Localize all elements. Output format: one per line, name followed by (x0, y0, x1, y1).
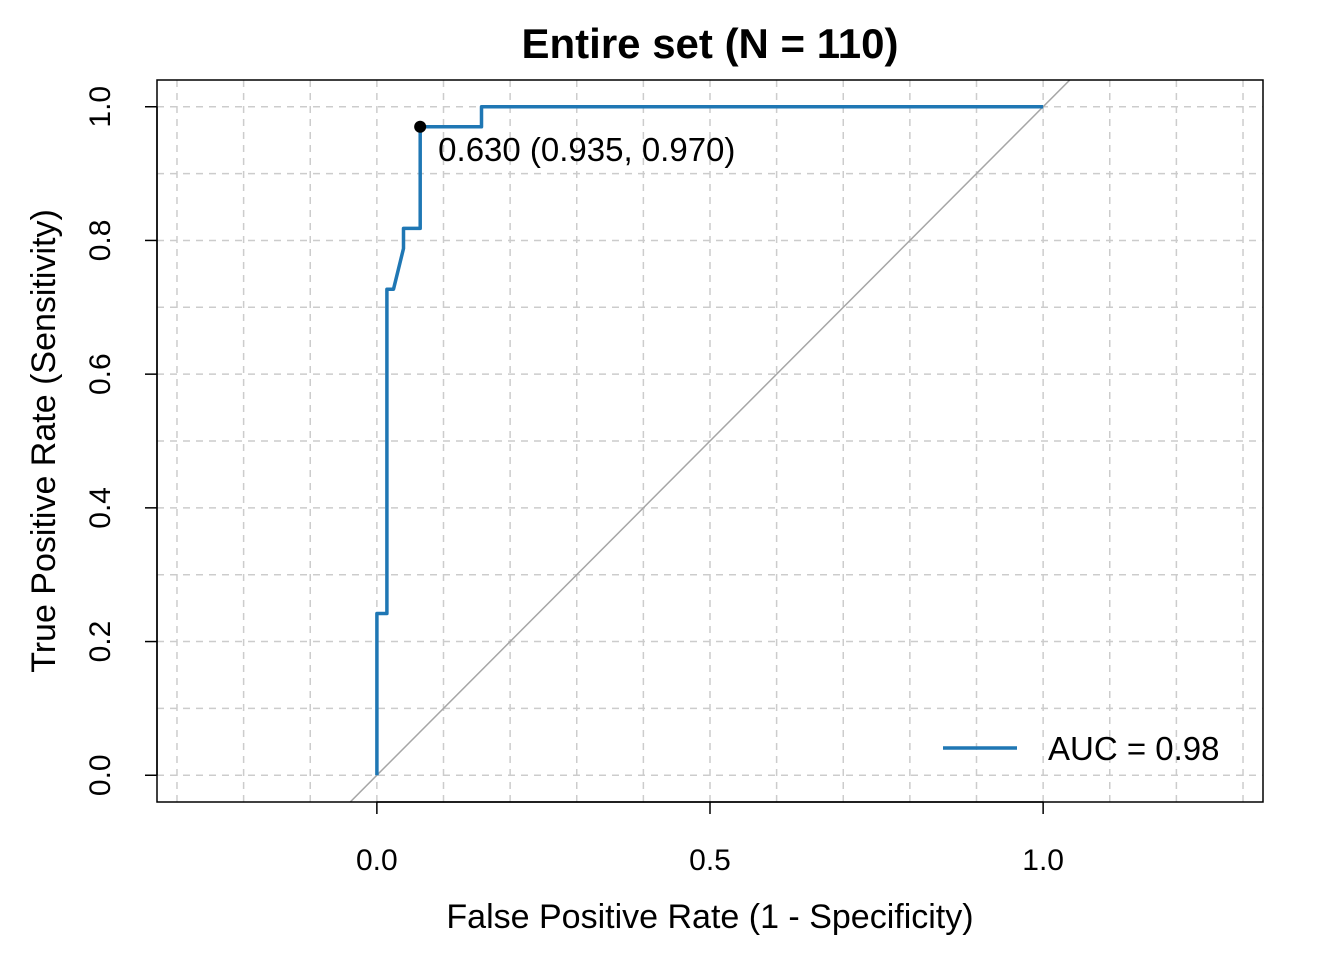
y-axis-label: True Positive Rate (Sensitivity) (25, 209, 63, 673)
x-tick-label: 0.5 (689, 844, 731, 877)
y-tick-label: 0.6 (84, 353, 117, 395)
chart-title: Entire set (N = 110) (522, 20, 899, 67)
legend-label: AUC = 0.98 (1048, 730, 1220, 767)
x-axis-label: False Positive Rate (1 - Specificity) (446, 898, 973, 936)
y-tick-label: 1.0 (84, 86, 117, 128)
y-tick-label: 0.8 (84, 220, 117, 262)
x-axis: 0.0 0.5 1.0 (356, 801, 1064, 877)
y-axis: 0.0 0.2 0.4 0.6 0.8 1.0 (84, 86, 158, 796)
y-tick-label: 0.2 (84, 621, 117, 663)
x-tick-label: 1.0 (1022, 844, 1064, 877)
roc-curve-line (375, 104, 1044, 776)
reference-line-group (349, 80, 1071, 802)
grid (157, 80, 1263, 802)
series-group (375, 104, 1044, 776)
legend: AUC = 0.98 (943, 730, 1220, 767)
reference-diagonal-line (349, 80, 1071, 802)
optimal-point-group: 0.630 (0.935, 0.970) (414, 120, 735, 168)
optimal-threshold-point (414, 120, 427, 133)
optimal-threshold-label: 0.630 (0.935, 0.970) (438, 131, 735, 168)
y-tick-label: 0.4 (84, 487, 117, 529)
x-tick-label: 0.0 (356, 844, 398, 877)
y-tick-label: 0.0 (84, 754, 117, 796)
